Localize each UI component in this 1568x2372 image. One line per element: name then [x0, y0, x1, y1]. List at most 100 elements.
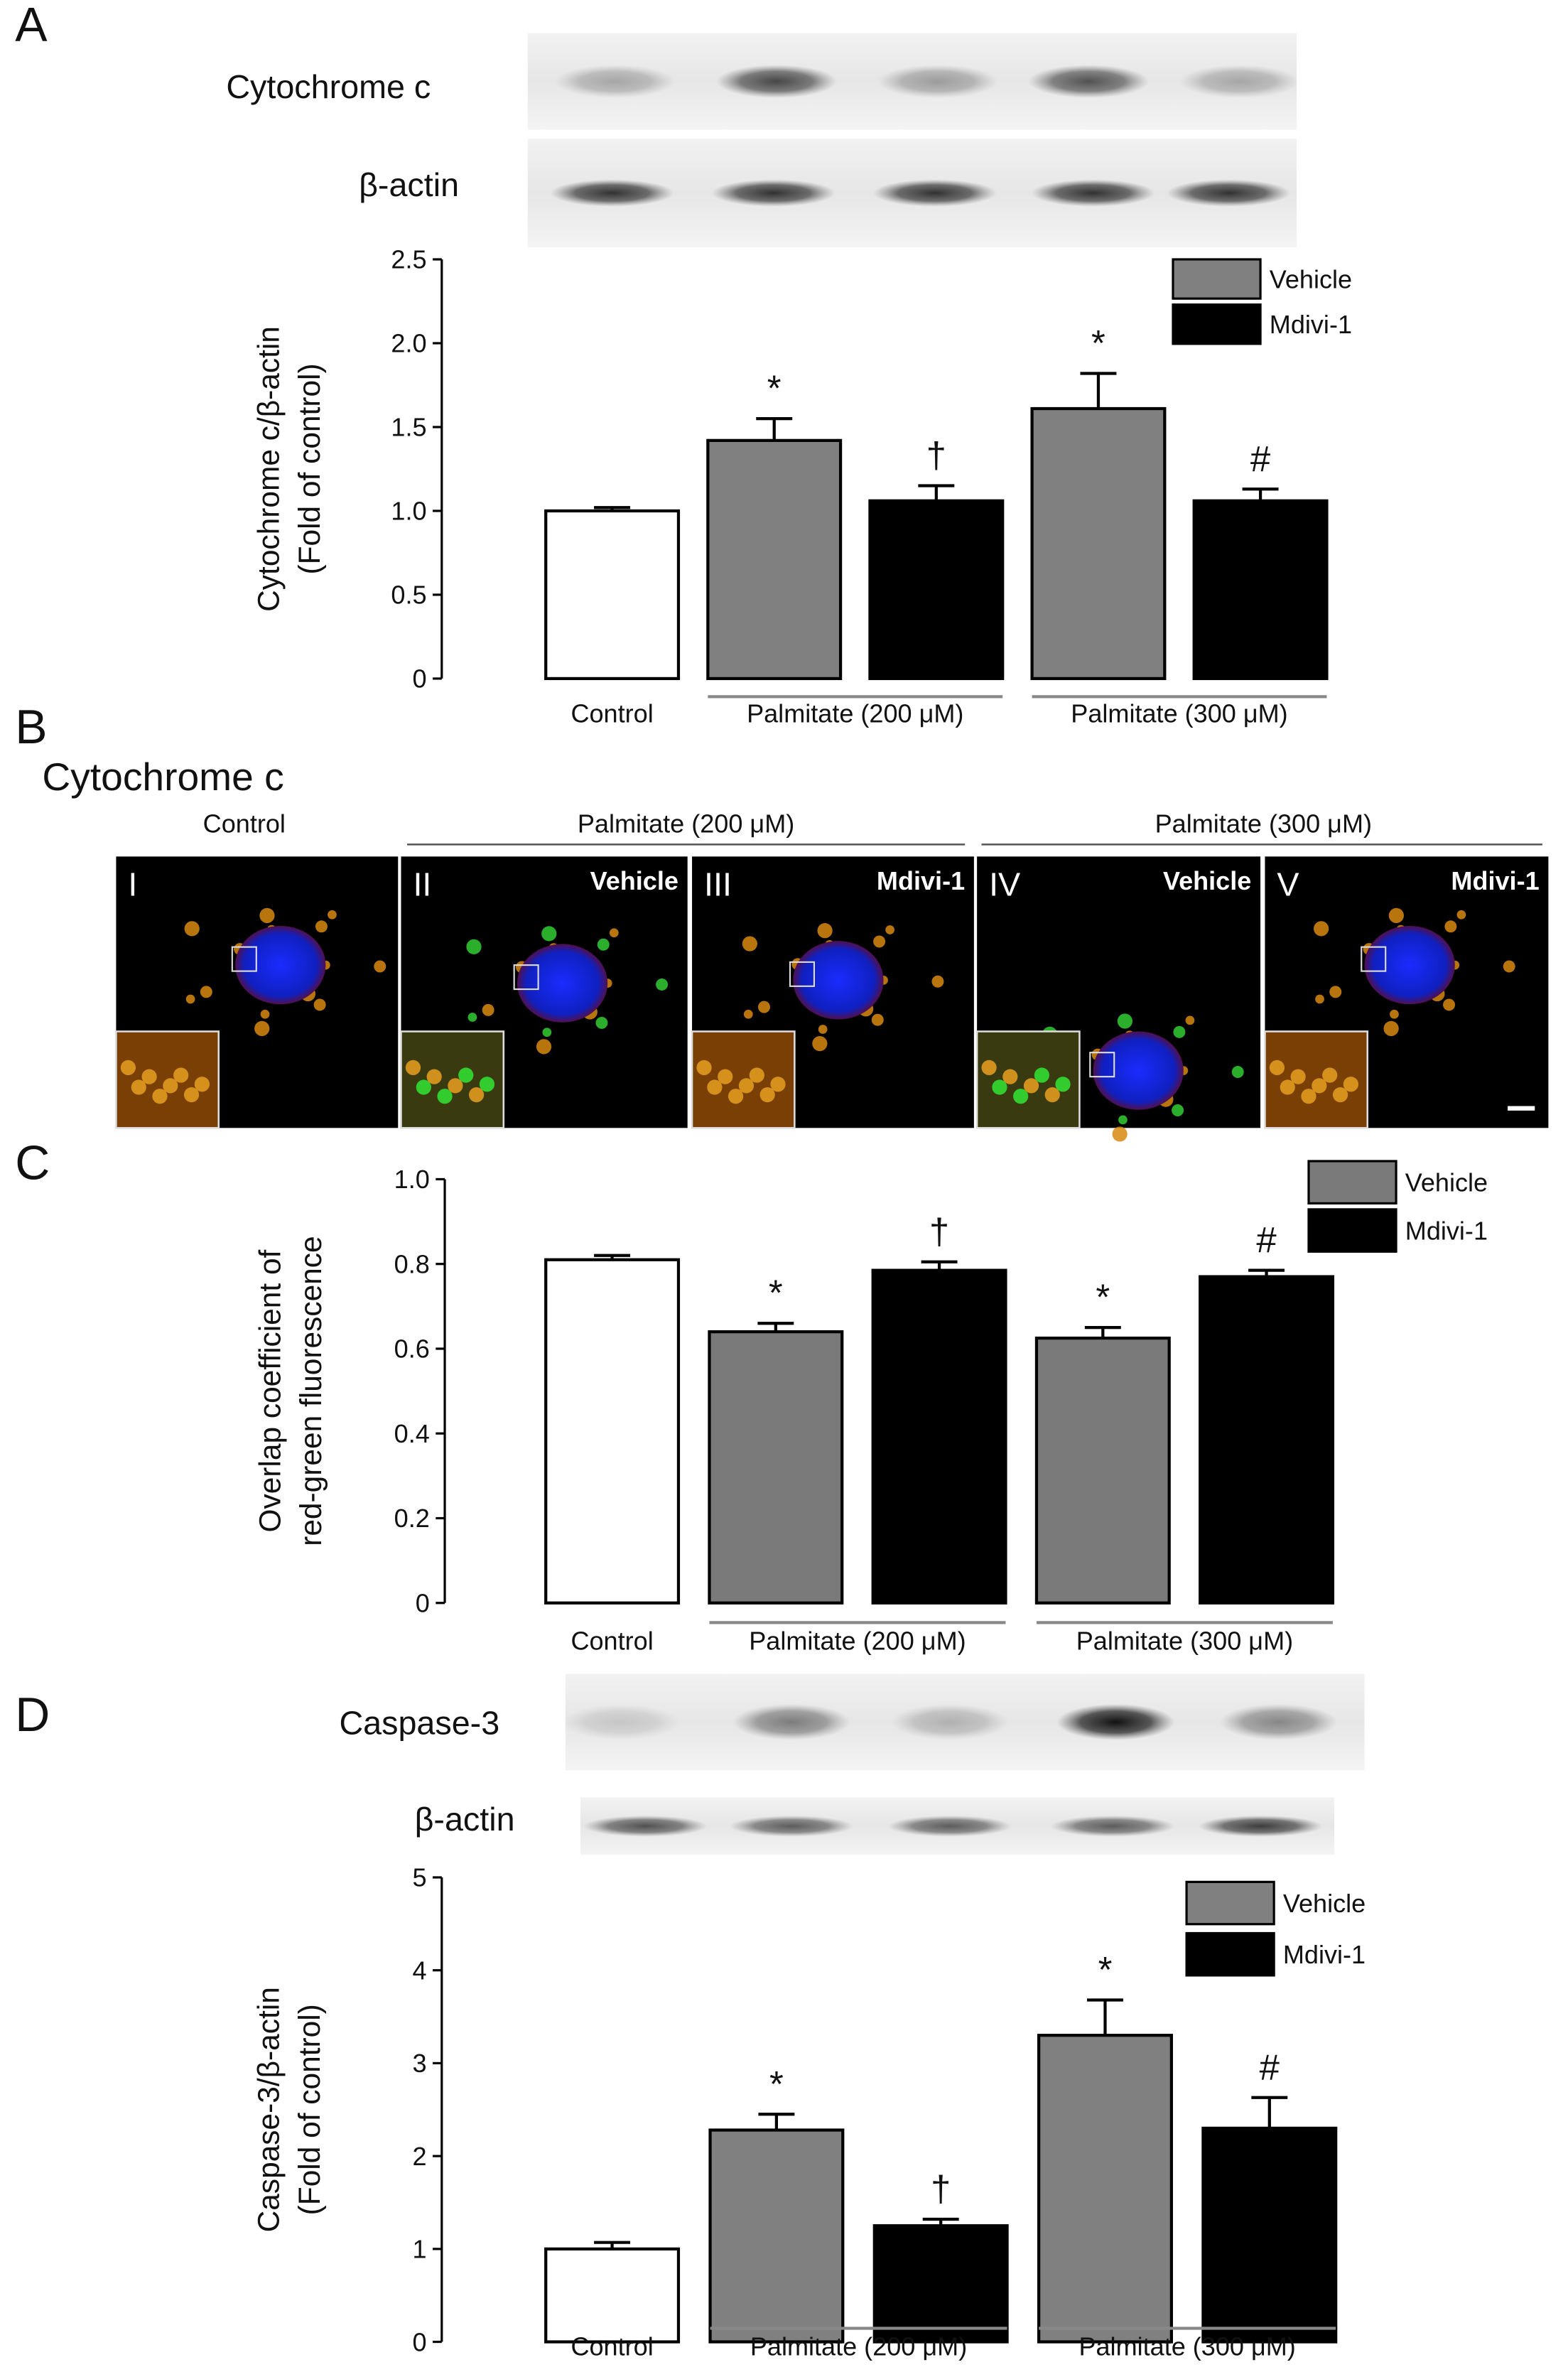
mito-signal: [1390, 1009, 1399, 1019]
mito-signal: [812, 1036, 828, 1052]
inset-signal: [718, 1069, 733, 1084]
mito-signal: [482, 1003, 494, 1016]
mito-signal: [818, 1025, 828, 1034]
inset-signal: [448, 1078, 463, 1094]
inset-signal: [437, 1089, 453, 1104]
blot-band: [891, 1703, 1009, 1740]
legend-label: Vehicle: [1270, 264, 1352, 293]
mito-signal: [259, 907, 275, 924]
inset-signal: [152, 1089, 168, 1104]
mito-signal: [1173, 1025, 1186, 1038]
blot-band: [1051, 1815, 1175, 1837]
bar: [872, 2224, 1009, 2344]
y-tick-label: 0: [416, 1588, 430, 1617]
inset-signal: [696, 1060, 712, 1076]
image-numeral: III: [704, 866, 732, 903]
error-bar: [757, 1322, 794, 1332]
inset-signal: [1301, 1089, 1316, 1104]
error-bar: [1080, 372, 1117, 409]
legend-swatch: [1172, 258, 1262, 300]
bar: [1030, 406, 1167, 681]
inset-signal: [1023, 1078, 1039, 1094]
x-tick-label: Palmitate (300 μM): [1076, 1627, 1293, 1656]
mito-signal: [1231, 1066, 1244, 1079]
inset-signal: [479, 1077, 495, 1092]
y-axis-label: (Fold of control): [293, 2004, 326, 2215]
mito-signal: [609, 928, 619, 938]
inset-signal: [163, 1078, 178, 1094]
blot-band: [554, 65, 676, 98]
mito-signal: [742, 936, 757, 952]
x-tick-label: Control: [571, 1627, 653, 1656]
blot-band: [562, 1703, 681, 1740]
y-tick-label: 0: [413, 664, 427, 694]
inset-signal: [1322, 1067, 1338, 1083]
blot-label: Cytochrome c: [226, 68, 431, 105]
y-tick-label: 0.2: [394, 1504, 430, 1533]
inset-signal: [468, 1087, 485, 1103]
error-bar: [756, 417, 793, 441]
group-label: Palmitate (300 μM): [1155, 809, 1372, 838]
mito-signal: [595, 1016, 608, 1029]
inset-signal: [759, 1087, 775, 1103]
inset-signal: [1055, 1077, 1071, 1092]
significance-mark: *: [769, 1273, 783, 1313]
mito-signal: [1315, 994, 1324, 1004]
mito-signal: [185, 994, 195, 1004]
legend-swatch: [1172, 303, 1262, 345]
panel-label: D: [15, 1688, 50, 1742]
blot-band: [716, 65, 837, 98]
inset-box: [1089, 1052, 1115, 1078]
error-bar: [922, 2217, 959, 2226]
inset-signal: [1269, 1060, 1285, 1076]
mito-signal: [466, 939, 482, 954]
panel-label: A: [15, 0, 48, 51]
inset-signal: [770, 1077, 786, 1092]
y-tick-label: 1: [413, 2235, 427, 2264]
blot-label: β-actin: [359, 166, 459, 203]
y-axis-label: Overlap coefficient of: [254, 1249, 287, 1532]
error-bar: [1242, 487, 1279, 501]
blot-label: β-actin: [415, 1801, 515, 1838]
panel-label: C: [15, 1136, 50, 1190]
bar: [544, 1258, 681, 1605]
bar: [1192, 499, 1329, 681]
blot-band: [1219, 1703, 1338, 1740]
group-label: Palmitate (200 μM): [578, 809, 794, 838]
mito-signal: [1503, 960, 1515, 973]
mito-signal: [1118, 1115, 1128, 1125]
inset-signal: [405, 1060, 421, 1076]
y-axis-label: Cytochrome c/β-actin: [252, 326, 286, 612]
blot-band: [732, 1703, 850, 1740]
significance-mark: *: [1096, 1277, 1110, 1317]
mito-signal: [542, 1028, 552, 1037]
significance-mark: †: [929, 1211, 949, 1251]
inset-signal: [1002, 1069, 1018, 1084]
error-bar: [1084, 1326, 1121, 1339]
inset-signal: [426, 1069, 442, 1084]
legend-swatch: [1307, 1208, 1397, 1253]
y-tick-label: 4: [413, 1956, 427, 1985]
error-bar: [594, 1254, 631, 1260]
panel-label: B: [15, 701, 47, 754]
significance-mark: †: [931, 2169, 951, 2209]
mito-signal: [1443, 998, 1456, 1011]
significance-mark: *: [769, 2064, 784, 2104]
y-tick-label: 0.8: [394, 1249, 430, 1278]
mito-signal: [1314, 921, 1329, 937]
significance-mark: *: [1091, 323, 1105, 363]
mito-signal: [1112, 1126, 1128, 1142]
image-treatment: Vehicle: [1163, 866, 1251, 895]
error-bar: [1248, 1268, 1285, 1277]
significance-mark: #: [1256, 1219, 1277, 1260]
mito-signal: [1329, 986, 1342, 998]
y-tick-label: 1.0: [394, 1165, 430, 1194]
x-tick-label: Palmitate (200 μM): [750, 2332, 967, 2361]
nucleus: [517, 944, 608, 1023]
y-tick-label: 3: [413, 2049, 427, 2078]
y-tick-label: 0: [413, 2327, 427, 2356]
y-tick-label: 2: [413, 2142, 427, 2171]
bar: [708, 1330, 844, 1605]
inset-box: [513, 964, 539, 991]
blot-label: Caspase-3: [339, 1704, 499, 1741]
